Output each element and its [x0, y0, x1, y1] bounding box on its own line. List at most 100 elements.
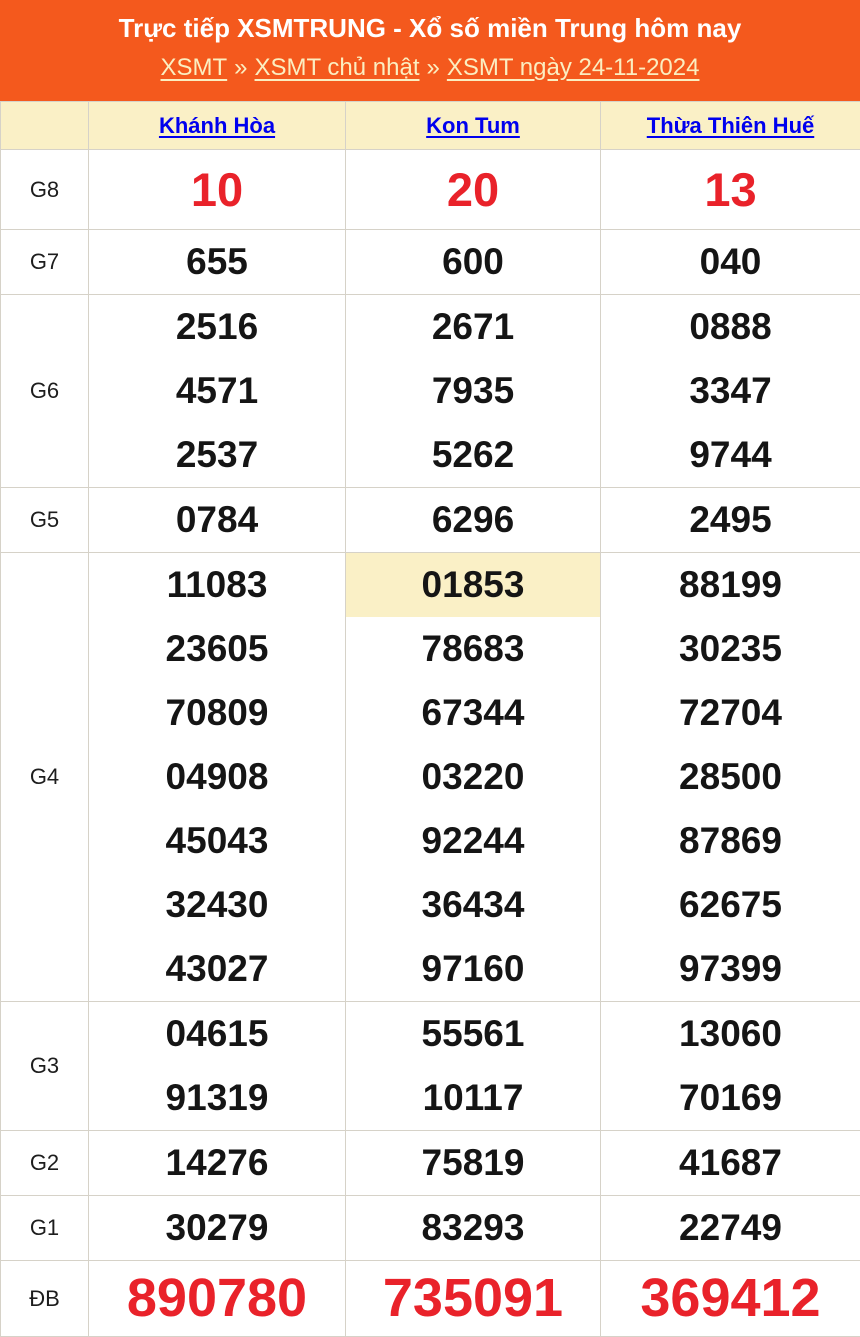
prize-number: 72704 — [601, 681, 860, 745]
prize-number: 78683 — [346, 617, 600, 681]
prize-number: 655 — [89, 230, 345, 294]
prize-number: 600 — [346, 230, 600, 294]
prize-label: G1 — [1, 1196, 89, 1261]
prize-number: 28500 — [601, 745, 860, 809]
prize-number: 30279 — [89, 1196, 345, 1260]
prize-label: G5 — [1, 488, 89, 553]
province-link-1[interactable]: Kon Tum — [426, 113, 520, 138]
province-link-2[interactable]: Thừa Thiên Huế — [647, 113, 815, 138]
breadcrumb-link-xsmt[interactable]: XSMT — [161, 54, 228, 81]
prize-number: 5262 — [346, 423, 600, 487]
prize-number: 97160 — [346, 937, 600, 1001]
prize-number: 55561 — [346, 1002, 600, 1066]
column-header-cell: Kon Tum — [346, 102, 601, 150]
prize-cell: 040 — [601, 230, 860, 295]
prize-number: 23605 — [89, 617, 345, 681]
corner-cell — [1, 102, 89, 150]
prize-cell: 75819 — [346, 1131, 601, 1196]
prize-cell: 600 — [346, 230, 601, 295]
prize-number: 87869 — [601, 809, 860, 873]
prize-number: 2537 — [89, 423, 345, 487]
prize-label: ĐB — [1, 1261, 89, 1337]
prize-number: 70809 — [89, 681, 345, 745]
prize-number: 7935 — [346, 359, 600, 423]
prize-number: 36434 — [346, 873, 600, 937]
prize-number: 14276 — [89, 1131, 345, 1195]
breadcrumb-link-xsmt-chu-nhat[interactable]: XSMT chủ nhật — [255, 54, 420, 81]
prize-number: 41687 — [601, 1131, 860, 1195]
prize-number: 2516 — [89, 295, 345, 359]
prize-number: 040 — [601, 230, 860, 294]
prize-cell: 655 — [89, 230, 346, 295]
prize-number: 890780 — [89, 1261, 345, 1336]
prize-cell: 10 — [89, 150, 346, 230]
breadcrumb-link-xsmt-ngay[interactable]: XSMT ngày 24-11-2024 — [447, 54, 700, 81]
prize-cell: 0784 — [89, 488, 346, 553]
prize-number: 67344 — [346, 681, 600, 745]
prize-number: 75819 — [346, 1131, 600, 1195]
prize-cell: 13 — [601, 150, 860, 230]
results-table-header: Khánh Hòa Kon Tum Thừa Thiên Huế — [1, 102, 860, 150]
prize-number: 91319 — [89, 1066, 345, 1130]
page-header: Trực tiếp XSMTRUNG - Xổ số miền Trung hô… — [0, 0, 860, 101]
prize-cell: 41687 — [601, 1131, 860, 1196]
prize-label: G2 — [1, 1131, 89, 1196]
prize-number: 20 — [346, 150, 600, 229]
prize-number: 4571 — [89, 359, 345, 423]
prize-number: 2671 — [346, 295, 600, 359]
prize-label: G7 — [1, 230, 89, 295]
prize-cell: 22749 — [601, 1196, 860, 1261]
prize-number: 13 — [601, 150, 860, 229]
prize-cell: 2495 — [601, 488, 860, 553]
prize-label: G8 — [1, 150, 89, 230]
prize-cell: 83293 — [346, 1196, 601, 1261]
prize-number: 10 — [89, 150, 345, 229]
prize-cell: 890780 — [89, 1261, 346, 1337]
prize-number: 3347 — [601, 359, 860, 423]
prize-number: 6296 — [346, 488, 600, 552]
prize-number: 92244 — [346, 809, 600, 873]
prize-cell: 30279 — [89, 1196, 346, 1261]
prize-label: G4 — [1, 553, 89, 1002]
page-title: Trực tiếp XSMTRUNG - Xổ số miền Trung hô… — [8, 10, 852, 47]
breadcrumb: XSMT»XSMT chủ nhật»XSMT ngày 24-11-2024 — [8, 47, 852, 88]
prize-number: 43027 — [89, 937, 345, 1001]
column-header-cell: Khánh Hòa — [89, 102, 346, 150]
prize-number: 9744 — [601, 423, 860, 487]
prize-number: 70169 — [601, 1066, 860, 1130]
prize-number: 369412 — [601, 1261, 860, 1336]
prize-cell: 14276 — [89, 1131, 346, 1196]
prize-number-highlighted: 01853 — [346, 553, 600, 617]
prize-number: 2495 — [601, 488, 860, 552]
prize-number: 10117 — [346, 1066, 600, 1130]
prize-cell: 735091 — [346, 1261, 601, 1337]
prize-number: 22749 — [601, 1196, 860, 1260]
header-row: Khánh Hòa Kon Tum Thừa Thiên Huế — [1, 102, 860, 150]
prize-number: 83293 — [346, 1196, 600, 1260]
prize-number: 04908 — [89, 745, 345, 809]
prize-number: 32430 — [89, 873, 345, 937]
prize-label: G6 — [1, 295, 89, 488]
prize-number: 97399 — [601, 937, 860, 1001]
prize-number: 30235 — [601, 617, 860, 681]
breadcrumb-separator: » — [427, 54, 440, 81]
prize-number: 04615 — [89, 1002, 345, 1066]
prize-number: 45043 — [89, 809, 345, 873]
prize-cell: 6296 — [346, 488, 601, 553]
column-header-cell: Thừa Thiên Huế — [601, 102, 860, 150]
province-link-0[interactable]: Khánh Hòa — [159, 113, 275, 138]
